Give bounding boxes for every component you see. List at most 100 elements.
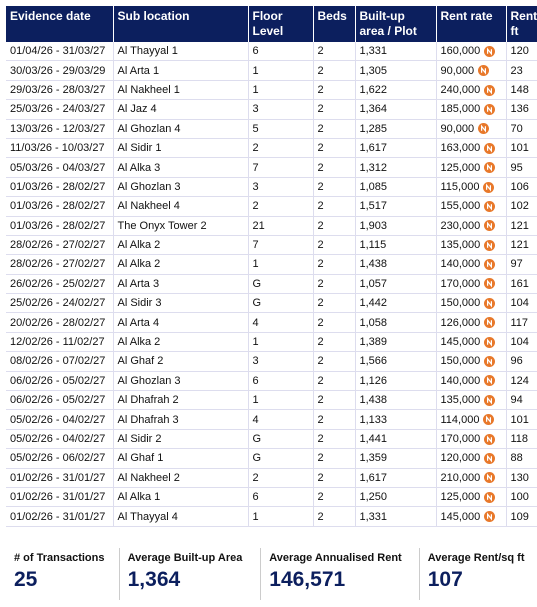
currency-icon: [484, 297, 496, 309]
table-cell: 1,126: [355, 371, 437, 392]
table-row: 01/04/26 - 31/03/27 Al Thayyal 1 6 2 1,331 16…: [6, 42, 537, 62]
table-cell: Al Ghozlan 4: [113, 119, 249, 139]
table-cell: 160,000: [436, 42, 507, 62]
cell-text: 2: [252, 142, 259, 155]
cell-text: Al Alka 1: [117, 491, 161, 504]
cell-text: 1,331: [359, 510, 388, 523]
cell-text: 23: [510, 64, 523, 77]
cell-text: 2: [317, 471, 324, 484]
table-cell: Al Arta 3: [113, 274, 249, 295]
currency-icon: [484, 394, 496, 406]
table-cell: Al Ghozlan 3: [113, 371, 249, 392]
cell-text: 01/02/26 - 31/01/27: [10, 471, 106, 484]
table-cell: 185,000: [436, 99, 507, 120]
table-cell: Al Alka 2: [113, 332, 249, 353]
table-cell: 125,000: [436, 157, 507, 178]
cell-text: 3: [252, 355, 259, 368]
cell-text: 1: [252, 64, 259, 77]
cell-text: 115,000: [440, 180, 480, 193]
table-cell: 7: [248, 157, 314, 178]
table-cell: 1,359: [355, 448, 437, 469]
table-cell: Al Alka 2: [113, 254, 249, 275]
currency-icon: [483, 181, 495, 193]
cell-text: 124: [510, 374, 529, 387]
table-cell: 126,000: [436, 312, 507, 333]
cell-text: 100: [510, 491, 529, 504]
table-cell: 120: [506, 42, 537, 62]
table-cell: 1: [248, 254, 314, 275]
table-cell: 163,000: [436, 138, 507, 159]
table-cell: 161: [506, 274, 537, 295]
table-cell: 6: [248, 42, 314, 62]
table-cell: 1,331: [355, 42, 437, 62]
table-cell: 08/02/26 - 07/02/27: [6, 351, 114, 372]
stat-label: Average Annualised Rent: [269, 552, 402, 564]
cell-text: 101: [510, 142, 529, 155]
table-cell: 1,903: [355, 216, 437, 236]
table-row: 13/03/26 - 12/03/27 Al Ghozlan 4 5 2 1,285 90…: [6, 119, 537, 139]
currency-icon: [484, 472, 496, 484]
cell-text: 06/02/26 - 05/02/27: [10, 374, 106, 387]
cell-text: 05/03/26 - 04/03/27: [10, 161, 106, 174]
cell-text: 230,000: [440, 219, 481, 232]
cell-text: 4: [252, 316, 259, 329]
cell-text: 210,000: [440, 471, 481, 484]
cell-text: G: [252, 277, 262, 290]
currency-icon: [484, 103, 496, 115]
table-cell: Al Ghaf 1: [113, 448, 249, 469]
cell-text: 08/02/26 - 07/02/27: [10, 355, 106, 368]
table-cell: 1,331: [355, 506, 437, 527]
cell-text: 1,617: [359, 142, 388, 155]
cell-text: 2: [317, 336, 324, 349]
table-cell: 2: [313, 487, 356, 508]
cell-text: 1,058: [359, 316, 388, 329]
table-cell: Al Nakheel 1: [113, 80, 249, 101]
table-cell: The Onyx Tower 2: [113, 216, 249, 236]
table-cell: 148: [506, 80, 537, 101]
cell-text: 120,000: [440, 452, 481, 465]
currency-icon: [484, 220, 496, 232]
currency-icon: [484, 375, 496, 387]
cell-text: Al Sidir 1: [117, 142, 162, 155]
table-row: 06/02/26 - 05/02/27 Al Ghozlan 3 6 2 1,126 14…: [6, 371, 537, 392]
table-cell: 121: [506, 216, 537, 236]
table-cell: 88: [506, 448, 537, 469]
table-cell: 06/02/26 - 05/02/27: [6, 371, 114, 392]
table-cell: 104: [506, 293, 537, 314]
table-cell: 120,000: [436, 448, 507, 469]
summary-stat: Average Rent/sq ft 107: [418, 548, 537, 600]
cell-text: 161: [510, 277, 529, 290]
table-cell: 101: [506, 409, 537, 430]
table-cell: 114,000: [436, 409, 507, 430]
table-cell: 05/03/26 - 04/03/27: [6, 157, 114, 178]
cell-text: 121: [510, 219, 529, 232]
table-cell: Al Thayyal 1: [113, 42, 249, 62]
cell-text: 90,000: [440, 64, 475, 77]
currency-icon: [484, 511, 496, 523]
table-cell: 2: [313, 119, 356, 139]
cell-text: Al Dhafrah 3: [117, 413, 179, 426]
table-cell: 2: [313, 506, 356, 527]
currency-icon: [478, 65, 490, 77]
cell-text: 148: [510, 83, 529, 96]
table-cell: 1,438: [355, 390, 437, 411]
table-cell: 1,305: [355, 60, 437, 81]
cell-text: 2: [317, 277, 324, 290]
cell-text: 90,000: [440, 122, 475, 135]
cell-text: 01/03/26 - 28/02/27: [10, 219, 106, 232]
currency-icon: [484, 433, 496, 445]
table-cell: 124: [506, 371, 537, 392]
cell-text: 2: [317, 374, 324, 387]
cell-text: 1,305: [359, 64, 388, 77]
cell-text: 05/02/26 - 04/02/27: [10, 413, 106, 426]
cell-text: 104: [510, 336, 529, 349]
stat-value: 1,364: [127, 568, 181, 591]
table-cell: 1,617: [355, 138, 437, 159]
cell-text: 2: [317, 491, 324, 504]
cell-text: 1,566: [359, 355, 388, 368]
table-cell: 109: [506, 506, 537, 527]
summary-stat: Average Built-up Area 1,364: [118, 548, 261, 600]
table-row: 29/03/26 - 28/03/27 Al Nakheel 1 1 2 1,622 24…: [6, 80, 537, 101]
cell-text: 95: [510, 161, 523, 174]
cell-text: 2: [317, 122, 324, 135]
